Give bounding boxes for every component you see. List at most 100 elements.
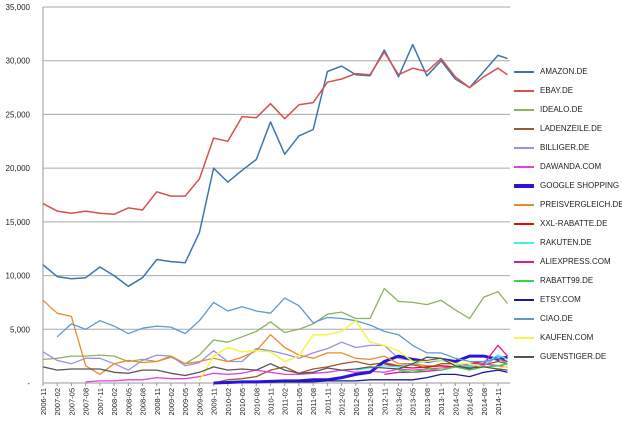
legend-swatch — [514, 222, 534, 225]
y-tick-label: 5,000 — [10, 325, 31, 334]
x-tick-label: 2008-08 — [139, 388, 148, 416]
x-axis-ticks: 2006-11 2007-02 2007-05 2007-08 2007-11 2008-… — [39, 383, 503, 416]
x-tick-label: 2012-05 — [352, 388, 361, 416]
legend-item: DAWANDA.COM — [514, 157, 622, 176]
series-line-amazon-de — [42, 43, 508, 288]
x-tick-label: 2014-02 — [451, 388, 460, 416]
x-tick-label: 2012-02 — [338, 388, 347, 416]
x-tick-label: 2013-08 — [423, 388, 432, 416]
legend-label: GOOGLE SHOPPING — [540, 181, 620, 190]
y-axis-ticks: - 5,000 10,000 15,000 20,000 25,000 30,000 35,0… — [6, 3, 31, 388]
legend-swatch — [514, 127, 534, 130]
x-tick-label: 2011-11 — [323, 388, 332, 414]
x-tick-label: 2013-02 — [394, 388, 403, 416]
legend-item: ETSY.COM — [514, 290, 622, 309]
legend-item: GUENSTIGER.DE — [514, 347, 622, 366]
y-tick-label: 15,000 — [6, 218, 31, 227]
series-line-dawanda-com — [85, 363, 508, 383]
legend-swatch — [514, 260, 534, 263]
legend-label: BILLIGER.DE — [540, 143, 590, 152]
legend-label: XXL-RABATTE.DE — [540, 219, 608, 228]
legend-swatch — [514, 355, 534, 358]
legend-item: RABATT99.DE — [514, 271, 622, 290]
series-line-etsy-com — [270, 369, 508, 383]
series-line-ebay-de — [42, 51, 508, 216]
legend-item: CIAO.DE — [514, 309, 622, 328]
legend-item: KAUFEN.COM — [514, 328, 622, 347]
x-tick-label: 2007-08 — [82, 388, 91, 416]
x-tick-label: 2010-05 — [238, 388, 247, 416]
series-lines — [42, 43, 509, 385]
x-tick-label: 2009-05 — [181, 388, 190, 416]
legend-label: GUENSTIGER.DE — [540, 352, 607, 361]
legend-label: IDEALO.DE — [540, 105, 583, 114]
x-tick-label: 2008-05 — [124, 388, 133, 416]
legend-item: BILLIGER.DE — [514, 138, 622, 157]
legend: AMAZON.DE EBAY.DE IDEALO.DE LADENZEILE.DE BI… — [514, 62, 622, 366]
legend-swatch — [514, 89, 534, 92]
x-tick-label: 2007-05 — [67, 388, 76, 416]
legend-label: RABATT99.DE — [540, 276, 594, 285]
x-tick-label: 2013-05 — [409, 388, 418, 416]
legend-item: PREISVERGLEICH.DE — [514, 195, 622, 214]
legend-item: LADENZEILE.DE — [514, 119, 622, 138]
x-tick-label: 2010-08 — [252, 388, 261, 416]
legend-swatch — [514, 183, 534, 188]
y-tick-label: 20,000 — [6, 164, 31, 173]
x-tick-label: 2008-02 — [110, 388, 119, 416]
legend-swatch — [514, 203, 534, 206]
x-tick-label: 2011-02 — [281, 388, 290, 415]
legend-item: AMAZON.DE — [514, 62, 622, 81]
x-tick-label: 2009-11 — [210, 388, 219, 415]
legend-label: PREISVERGLEICH.DE — [540, 200, 622, 209]
series-line-idealo-de — [42, 287, 509, 365]
legend-label: AMAZON.DE — [540, 67, 588, 76]
legend-swatch — [514, 317, 534, 320]
legend-item: EBAY.DE — [514, 81, 622, 100]
legend-swatch — [514, 336, 534, 339]
legend-swatch — [514, 108, 534, 111]
y-tick-label: 30,000 — [6, 57, 31, 66]
legend-swatch — [514, 165, 534, 168]
x-tick-label: 2012-08 — [366, 388, 375, 416]
series-line-guenstiger-de — [42, 356, 508, 377]
legend-item: XXL-RABATTE.DE — [514, 214, 622, 233]
x-tick-label: 2007-11 — [96, 388, 105, 415]
x-tick-label: 2014-11 — [494, 388, 503, 415]
x-tick-label: 2009-08 — [195, 388, 204, 416]
legend-label: CIAO.DE — [540, 314, 573, 323]
legend-label: LADENZEILE.DE — [540, 124, 603, 133]
legend-label: EBAY.DE — [540, 86, 574, 95]
series-line-kaufen-com — [198, 319, 508, 382]
x-tick-label: 2006-11 — [39, 388, 48, 415]
legend-label: KAUFEN.COM — [540, 333, 594, 342]
y-tick-label: 10,000 — [6, 272, 31, 281]
x-tick-label: 2012-11 — [380, 388, 389, 415]
legend-label: RAKUTEN.DE — [540, 238, 592, 247]
legend-item: IDEALO.DE — [514, 100, 622, 119]
legend-item: GOOGLE SHOPPING — [514, 176, 622, 195]
x-tick-label: 2011-08 — [309, 388, 318, 415]
y-tick-label: 25,000 — [6, 110, 31, 119]
legend-item: RAKUTEN.DE — [514, 233, 622, 252]
y-tick-label: - — [27, 379, 30, 388]
x-tick-label: 2010-02 — [224, 388, 233, 416]
legend-swatch — [514, 146, 534, 149]
legend-swatch — [514, 279, 534, 282]
x-tick-label: 2010-11 — [267, 388, 276, 415]
legend-label: DAWANDA.COM — [540, 162, 602, 171]
y-tick-label: 35,000 — [6, 3, 31, 12]
legend-swatch — [514, 298, 534, 301]
x-tick-label: 2014-08 — [480, 388, 489, 416]
x-tick-label: 2014-05 — [466, 388, 475, 416]
x-tick-label: 2011-05 — [295, 388, 304, 415]
x-tick-label: 2008-11 — [153, 388, 162, 415]
series-line-rabatt99-de — [398, 363, 508, 373]
legend-label: ALIEXPRESS.COM — [540, 257, 611, 266]
series-line-ciao-de — [56, 297, 508, 365]
x-tick-label: 2013-11 — [437, 388, 446, 415]
x-tick-label: 2009-02 — [167, 388, 176, 416]
series-line-google-shopping — [213, 354, 508, 385]
legend-swatch — [514, 241, 534, 244]
